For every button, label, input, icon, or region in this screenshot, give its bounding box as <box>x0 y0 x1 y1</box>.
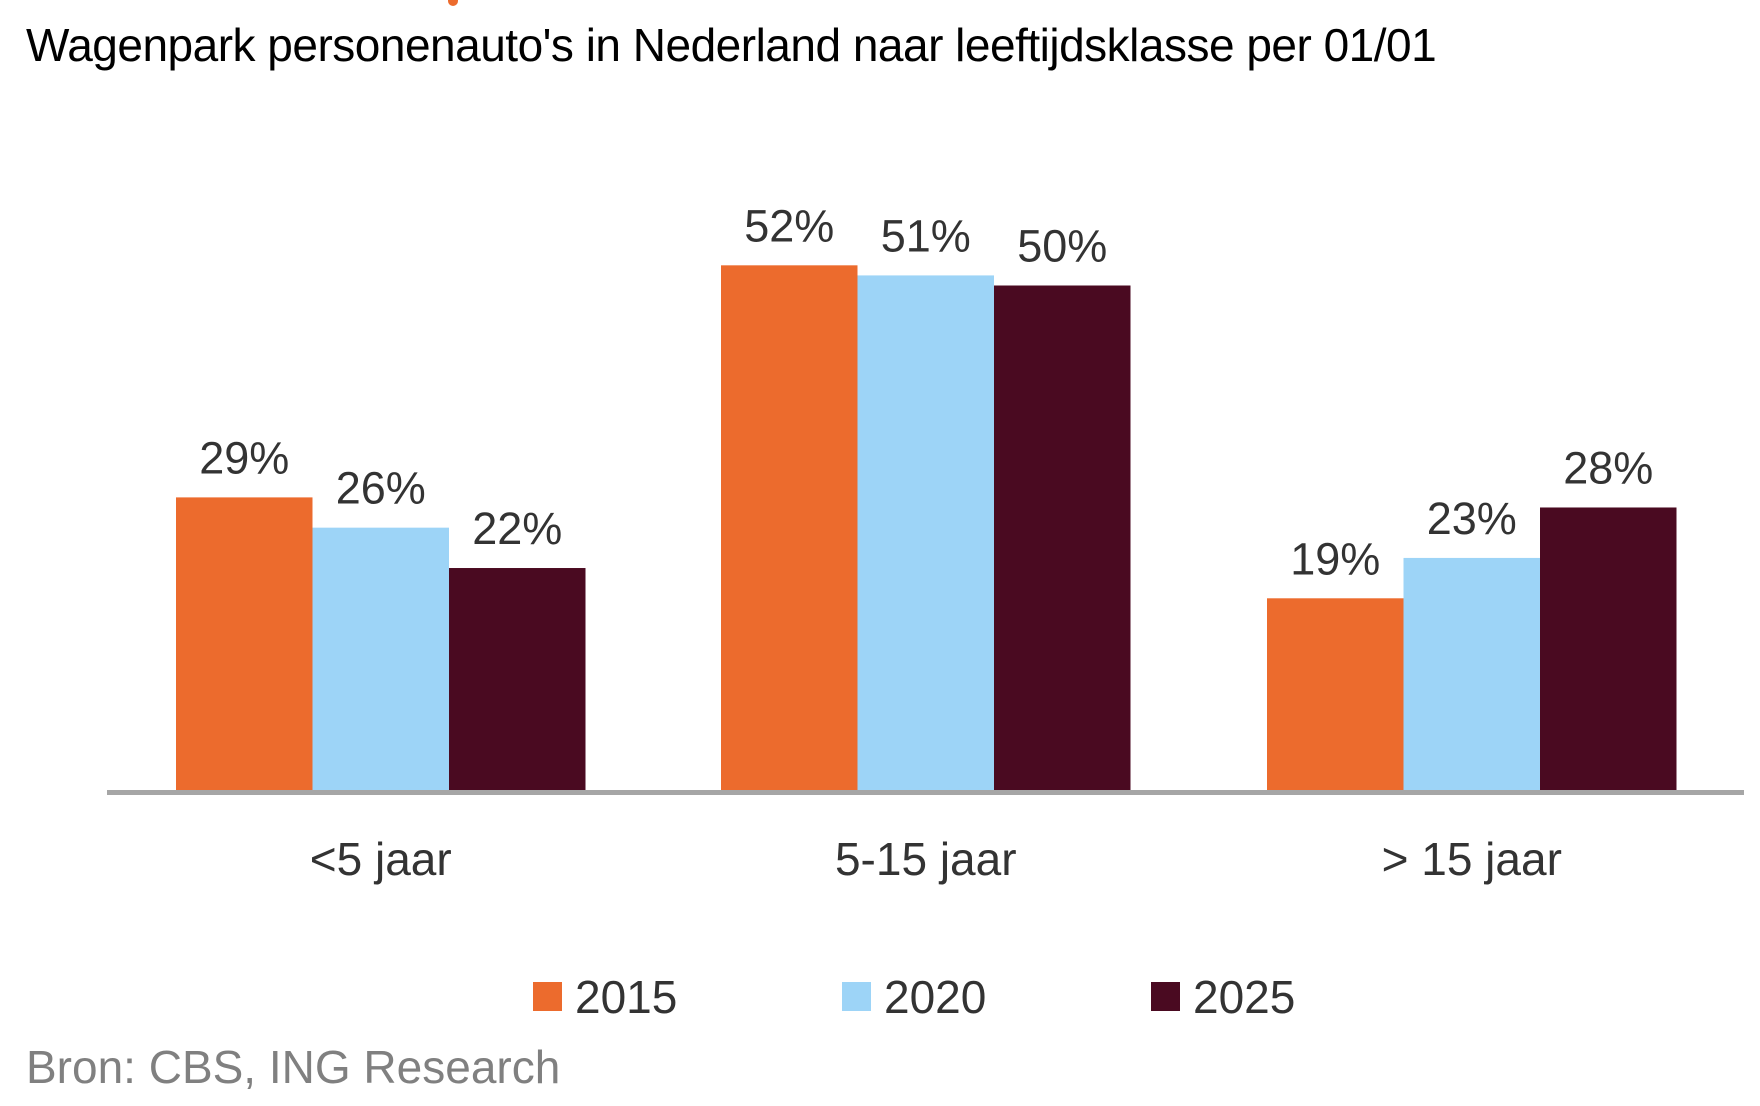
cropped-heading-fragment <box>448 0 458 6</box>
legend-label: 2015 <box>575 971 677 1023</box>
data-label: 52% <box>744 200 834 251</box>
data-label: 28% <box>1563 442 1653 493</box>
data-label: 50% <box>1017 221 1107 272</box>
chart-title: Wagenpark personenauto's in Nederland na… <box>26 19 1437 71</box>
category-label: 5-15 jaar <box>835 833 1017 885</box>
category-label: > 15 jaar <box>1382 833 1562 885</box>
bar-2015-1 <box>721 265 858 790</box>
bar-2015-0 <box>176 497 313 790</box>
bar-2025-0 <box>449 568 586 790</box>
legend-label: 2025 <box>1193 971 1295 1023</box>
bar-2020-1 <box>857 275 994 790</box>
bar-2015-2 <box>1267 598 1404 790</box>
bar-2020-2 <box>1403 557 1540 790</box>
data-label: 26% <box>336 463 426 514</box>
bar-2025-1 <box>994 285 1131 790</box>
bar-2025-2 <box>1540 507 1677 790</box>
legend-swatch-2020 <box>842 982 871 1011</box>
legend-swatch-2025 <box>1151 982 1180 1011</box>
data-label: 19% <box>1290 533 1380 584</box>
category-label: <5 jaar <box>310 833 452 885</box>
data-label: 29% <box>199 432 289 483</box>
source-note: Bron: CBS, ING Research <box>26 1041 561 1093</box>
bar-2020-0 <box>312 527 449 790</box>
data-label: 51% <box>881 210 971 261</box>
legend-swatch-2015 <box>533 982 562 1011</box>
legend-label: 2020 <box>884 971 986 1023</box>
data-label: 23% <box>1427 493 1517 544</box>
x-axis-line <box>107 790 1744 795</box>
data-label: 22% <box>472 503 562 554</box>
